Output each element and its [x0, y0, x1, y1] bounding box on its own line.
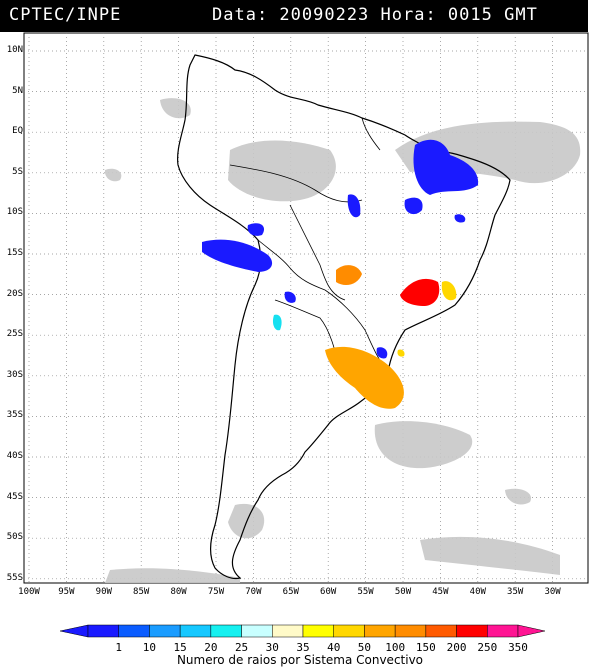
- colorbar-tick-label: 100: [385, 641, 406, 654]
- lon-label: 100W: [18, 587, 40, 597]
- colorbar-swatch: [425, 624, 457, 638]
- lon-label: 35W: [507, 587, 524, 597]
- system-northeast-blue: [413, 139, 479, 195]
- system-peru-small-blue: [247, 223, 265, 236]
- colorbar-swatch: [87, 624, 119, 638]
- lon-label: 90W: [95, 587, 112, 597]
- cloud-south: [105, 568, 240, 583]
- system-minas-yellow: [441, 281, 457, 301]
- cloud-atlantic-small: [505, 488, 531, 505]
- system-goias-blue: [454, 214, 466, 223]
- colorbar-swatch: [364, 624, 396, 638]
- lat-label: EQ: [12, 126, 23, 137]
- lat-label: 40S: [6, 451, 23, 461]
- colorbar-tick-label: 30: [265, 641, 279, 654]
- colorbar-tick-label: 150: [415, 641, 436, 654]
- colorbar-tick-label: 20: [204, 641, 218, 654]
- colorbar-tick-label: 50: [357, 641, 372, 654]
- colorbar-tick-label: 10: [142, 641, 157, 654]
- lat-label: 25S: [6, 329, 23, 340]
- colorbar-tick-label: 15: [173, 641, 187, 654]
- lon-label: 95W: [58, 587, 75, 597]
- system-bahia-blue: [404, 197, 423, 215]
- cloud-pacific: [104, 168, 122, 182]
- lon-label: 50W: [394, 587, 412, 597]
- colorbar: [59, 624, 546, 638]
- cloud-amazon: [228, 140, 336, 202]
- system-peru-blue: [202, 239, 273, 272]
- lon-label: 70W: [245, 587, 262, 597]
- colorbar-swatch: [179, 624, 212, 638]
- lat-label: 5S: [12, 166, 23, 177]
- lat-label: 50S: [6, 532, 23, 543]
- colorbar-arrow-right: [517, 624, 546, 638]
- cloud-south-atlantic: [374, 421, 473, 469]
- colorbar-swatch: [149, 624, 181, 638]
- colorbar-tick-label: 350: [508, 641, 528, 654]
- colorbar-swatch: [487, 624, 519, 638]
- colorbar-caption: Numero de raios por Sistema Convectivo: [176, 653, 424, 667]
- colorbar-swatch: [272, 624, 304, 638]
- lat-label: 30S: [6, 369, 23, 380]
- lon-label: 40W: [469, 587, 486, 597]
- lightning-systems: [202, 139, 479, 409]
- colorbar-swatch: [456, 624, 488, 638]
- colorbar-tick-label: 200: [446, 641, 467, 654]
- map-header: CPTEC/INPE Data: 20090223 Hora: 0015 GMT: [0, 0, 588, 32]
- map-frame: [23, 32, 589, 584]
- colorbar-swatch: [333, 624, 365, 638]
- lat-label: 10N: [6, 45, 23, 55]
- system-mato-grosso-orange: [336, 265, 362, 286]
- lon-label: 75W: [207, 587, 225, 597]
- lon-label: 45W: [432, 587, 449, 597]
- colorbar-swatch: [118, 624, 150, 638]
- lat-label: 45S: [6, 491, 23, 502]
- system-minas-red: [400, 278, 440, 306]
- colorbar-swatch: [210, 624, 242, 638]
- colorbar-arrow-left: [59, 624, 89, 638]
- cloud-andes: [160, 98, 191, 119]
- lat-label: 15S: [6, 248, 23, 258]
- system-bolivia-blue: [284, 291, 296, 303]
- cloud-patagonia: [228, 503, 265, 539]
- lat-label: 35S: [6, 410, 23, 421]
- source-label: CPTEC/INPE: [9, 5, 122, 25]
- lon-label: 60W: [320, 587, 337, 597]
- system-south-orange: [325, 346, 404, 409]
- colorbar-tick-label: 40: [327, 641, 341, 654]
- lat-label: 5N: [12, 85, 23, 96]
- system-amazon-blue: [347, 194, 361, 218]
- lon-label: 55W: [357, 587, 374, 597]
- colorbar-tick-label: 35: [296, 641, 310, 654]
- colorbar-swatch: [394, 624, 427, 638]
- lon-label: 65W: [282, 587, 299, 597]
- cloud-southeast: [420, 536, 560, 575]
- lat-label: 55S: [6, 572, 23, 583]
- cloud-cover: [104, 98, 581, 583]
- system-chile-cyan: [272, 314, 282, 331]
- colorbar-tick-label: 25: [234, 641, 249, 654]
- datetime-label: Data: 20090223 Hora: 0015 GMT: [212, 5, 538, 25]
- colorbar-tick-label: 250: [477, 641, 498, 654]
- lat-label: 10S: [6, 207, 23, 218]
- lon-label: 85W: [133, 587, 150, 597]
- colorbar-swatch: [241, 624, 273, 638]
- lon-label: 30W: [544, 587, 561, 597]
- colorbar-swatch: [302, 624, 334, 638]
- south-america-coastline: [177, 54, 511, 580]
- lon-label: 80W: [170, 587, 187, 597]
- lat-label: 20S: [6, 288, 23, 299]
- system-parana-yellow: [397, 349, 405, 357]
- system-paraguay-blue: [376, 347, 388, 359]
- colorbar-tick-label: 1: [115, 641, 123, 654]
